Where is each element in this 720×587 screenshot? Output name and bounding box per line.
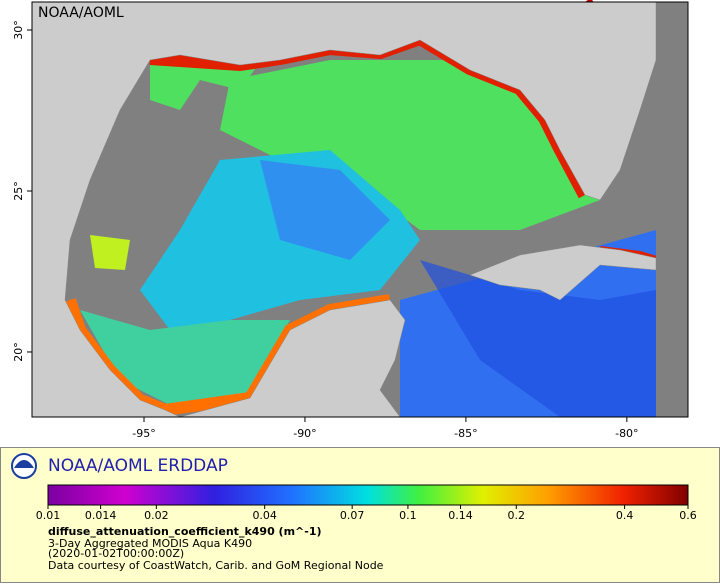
colorbar-tick-label: 0.2 bbox=[508, 509, 526, 522]
colorbar-tick-label: 0.01 bbox=[36, 509, 61, 522]
data-patch bbox=[90, 235, 130, 270]
colorbar-tick-label: 0.6 bbox=[679, 509, 697, 522]
colorbar-tick-label: 0.014 bbox=[85, 509, 117, 522]
y-tick-label: 30° bbox=[12, 20, 25, 40]
land bbox=[31, 1, 657, 418]
colorbar-tick-label: 0.02 bbox=[144, 509, 169, 522]
map-frame bbox=[31, 1, 689, 418]
y-tick-label: 20° bbox=[12, 342, 25, 362]
y-tick-label: 25° bbox=[12, 181, 25, 201]
colorbar-tick-label: 0.4 bbox=[616, 509, 634, 522]
data-central-gulf bbox=[260, 160, 390, 260]
x-tick-label: -80° bbox=[615, 427, 638, 440]
credit: Data courtesy of CoastWatch, Carib. and … bbox=[48, 559, 384, 572]
x-tick-label: -95° bbox=[132, 427, 155, 440]
no-data-strip bbox=[656, 2, 688, 417]
land bbox=[179, 299, 406, 418]
legend: NOAA/AOML ERDDAP diffuse_attenuation_coe… bbox=[0, 447, 720, 583]
colorbar-tick-label: 0.1 bbox=[399, 509, 417, 522]
data-caribbean bbox=[420, 260, 656, 417]
legend-panel bbox=[0, 447, 720, 583]
x-tick-label: -85° bbox=[454, 427, 477, 440]
legend-title: NOAA/AOML ERDDAP bbox=[48, 456, 228, 476]
variable: diffuse_attenuation_coefficient_k490 (m^… bbox=[48, 525, 322, 538]
colorbar bbox=[47, 484, 689, 506]
watermark: NOAA/AOML bbox=[38, 5, 124, 21]
data-east-gulf bbox=[220, 60, 600, 230]
colorbar-tick-label: 0.14 bbox=[448, 509, 473, 522]
logo bbox=[14, 460, 34, 468]
data-north-gulf bbox=[150, 60, 260, 110]
colorbar-tick-label: 0.07 bbox=[340, 509, 365, 522]
colorbar-tick-label: 0.04 bbox=[252, 509, 277, 522]
map: NOAA/AOML bbox=[31, 0, 689, 418]
dataset: 3-Day Aggregated MODIS Aqua K490 bbox=[48, 537, 252, 550]
x-tick-label: -90° bbox=[293, 427, 316, 440]
time: (2020-01-02T00:00:00Z) bbox=[48, 547, 184, 560]
